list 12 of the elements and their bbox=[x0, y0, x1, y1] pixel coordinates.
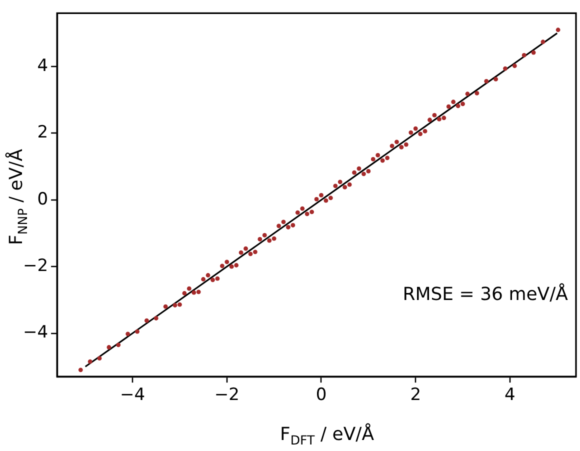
x-axis-title: F$_{DFT}$ / eV/Å bbox=[280, 424, 374, 448]
y-tick-label: 2 bbox=[37, 122, 48, 143]
x-tick-label: 0 bbox=[316, 385, 327, 406]
annotation: RMSE = 36 meV/Å bbox=[402, 284, 568, 305]
y-tick-label: 4 bbox=[37, 56, 48, 76]
x-tick-label: −2 bbox=[214, 385, 240, 406]
x-tick-label: −4 bbox=[120, 385, 146, 406]
x-tick-label: 2 bbox=[410, 385, 422, 406]
y-tick-label: 0 bbox=[37, 189, 48, 210]
y-tick-label: −4 bbox=[23, 322, 48, 343]
x-tick-label: 4 bbox=[504, 385, 516, 406]
y-tick-label: −2 bbox=[23, 256, 48, 276]
